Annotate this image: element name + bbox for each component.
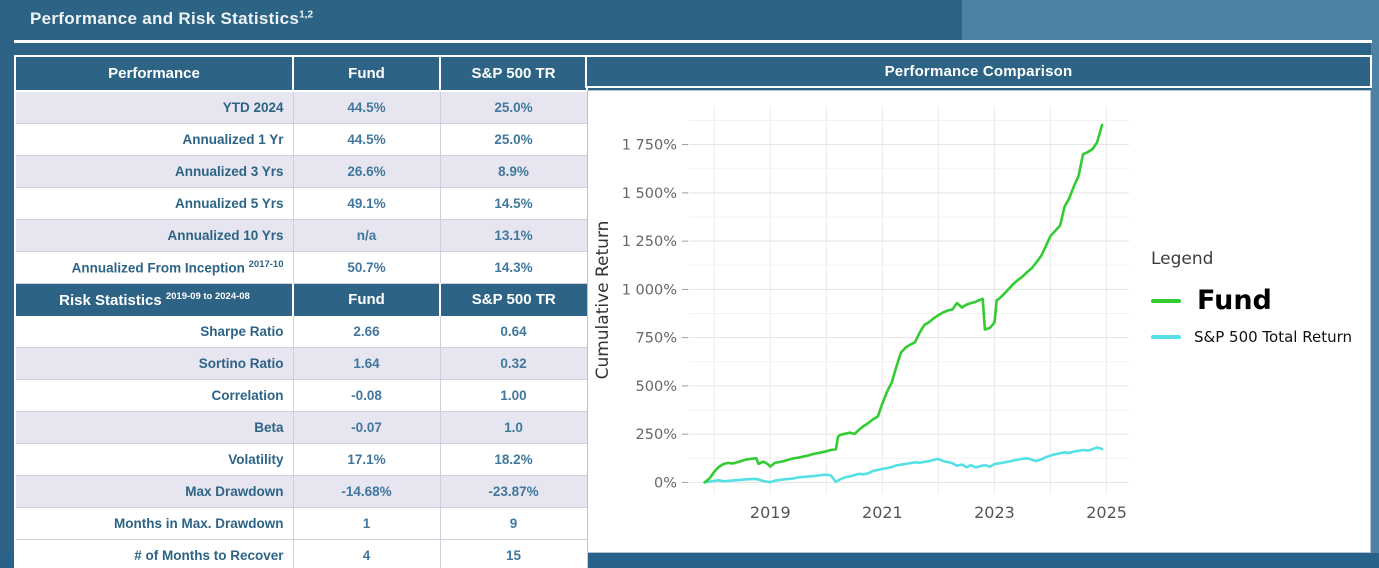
- top-right-accent: [962, 0, 1379, 42]
- fund-value: -0.08: [292, 379, 441, 412]
- sp-value: 14.3%: [439, 251, 588, 284]
- row-label: Sortino Ratio: [198, 356, 284, 371]
- fund-value: 44.5%: [292, 90, 441, 124]
- page-title-text: Performance and Risk Statistics: [30, 9, 300, 28]
- sp-value: 0.64: [439, 315, 588, 348]
- sp-value: 14.5%: [439, 187, 588, 220]
- fund-value: 1: [292, 507, 441, 540]
- stats-table-header-row: Performance Fund S&P 500 TR: [14, 55, 588, 92]
- table-row: Risk Statistics 2019-09 to 2024-08 Fund …: [14, 283, 588, 316]
- sp-value: 8.9%: [439, 155, 588, 188]
- chart-legend: Legend Fund S&P 500 Total Return: [1151, 249, 1369, 358]
- svg-text:500%: 500%: [636, 379, 677, 395]
- table-row: Annualized 1 Yr 44.5% 25.0%: [14, 123, 588, 156]
- sp-value: 25.0%: [439, 123, 588, 156]
- table-row: Annualized From Inception 2017-10 50.7% …: [14, 251, 588, 284]
- sp-value: 18.2%: [439, 443, 588, 476]
- performance-chart: 0% 250% 500% 750% 1 000% 1 250% 1 500% 1 750% 20…: [593, 106, 1129, 522]
- svg-text:250%: 250%: [636, 427, 677, 443]
- row-label: Annualized 10 Yrs: [167, 228, 284, 243]
- row-label: # of Months to Recover: [134, 548, 284, 563]
- row-label: Annualized From Inception: [71, 260, 245, 276]
- row-label: Max Drawdown: [185, 484, 284, 499]
- row-label: Correlation: [211, 388, 284, 403]
- chart-title: Performance Comparison: [585, 55, 1372, 88]
- chart-panel: 0% 250% 500% 750% 1 000% 1 250% 1 500% 1 750% 20…: [587, 90, 1371, 553]
- svg-text:1 000%: 1 000%: [622, 282, 677, 298]
- legend-item-sp500: S&P 500 Total Return: [1151, 328, 1369, 346]
- legend-label-sp500: S&P 500 Total Return: [1194, 328, 1353, 346]
- sp-value: 9: [439, 507, 588, 540]
- sp-value: 1.00: [439, 379, 588, 412]
- row-label: Beta: [254, 420, 284, 435]
- table-row: Annualized 10 Yrs n/a 13.1%: [14, 219, 588, 252]
- column-header-fund: Fund: [292, 55, 441, 92]
- table-row: Annualized 5 Yrs 49.1% 14.5%: [14, 187, 588, 220]
- svg-text:Cumulative Return: Cumulative Return: [593, 221, 613, 380]
- right-edge-accent: [1371, 0, 1379, 553]
- stats-table-body: YTD 2024 44.5% 25.0% Annualized 1 Yr 44.…: [14, 90, 588, 568]
- table-row: Volatility 17.1% 18.2%: [14, 443, 588, 476]
- table-row: YTD 2024 44.5% 25.0%: [14, 90, 588, 124]
- table-row: Max Drawdown -14.68% -23.87%: [14, 475, 588, 508]
- fund-value: 17.1%: [292, 443, 441, 476]
- sp500-line-swatch-icon: [1151, 335, 1181, 339]
- row-label-sup: 2019-09 to 2024-08: [165, 290, 250, 302]
- sp-value: 0.32: [439, 347, 588, 380]
- legend-title: Legend: [1151, 249, 1214, 269]
- svg-text:2019: 2019: [750, 503, 791, 522]
- page-title: Performance and Risk Statistics1,2: [30, 9, 313, 29]
- fund-value: -14.68%: [292, 475, 441, 508]
- svg-text:2021: 2021: [862, 503, 903, 522]
- row-label: Volatility: [228, 452, 284, 467]
- table-row: Sharpe Ratio 2.66 0.64: [14, 315, 588, 348]
- row-label: Months in Max. Drawdown: [113, 516, 284, 531]
- stats-table: Performance Fund S&P 500 TR YTD 2024 44.…: [14, 55, 588, 568]
- sp-value: S&P 500 TR: [439, 283, 588, 316]
- svg-text:2023: 2023: [974, 503, 1015, 522]
- fund-line-swatch-icon: [1151, 298, 1181, 303]
- sp-value: 25.0%: [439, 90, 588, 124]
- row-label: Sharpe Ratio: [200, 324, 284, 339]
- sp-value: 15: [439, 539, 588, 568]
- page-title-footnote-marker: 1,2: [299, 9, 314, 21]
- row-label: Annualized 3 Yrs: [174, 164, 284, 179]
- svg-text:1 750%: 1 750%: [622, 138, 677, 154]
- table-row: # of Months to Recover 4 15: [14, 539, 588, 568]
- sp-value: 13.1%: [439, 219, 588, 252]
- svg-text:1 250%: 1 250%: [622, 234, 677, 250]
- row-label: Annualized 5 Yrs: [174, 196, 284, 211]
- legend-label-fund: Fund: [1197, 285, 1272, 316]
- table-row: Beta -0.07 1.0: [14, 411, 588, 444]
- table-row: Months in Max. Drawdown 1 9: [14, 507, 588, 540]
- fund-value: 50.7%: [292, 251, 441, 284]
- fund-value: 49.1%: [292, 187, 441, 220]
- fund-value: 2.66: [292, 315, 441, 348]
- table-row: Correlation -0.08 1.00: [14, 379, 588, 412]
- svg-text:750%: 750%: [636, 331, 677, 347]
- fund-value: 1.64: [292, 347, 441, 380]
- svg-text:2025: 2025: [1086, 503, 1127, 522]
- sp-value: 1.0: [439, 411, 588, 444]
- title-divider: [14, 40, 1372, 43]
- row-label: Risk Statistics: [59, 291, 162, 309]
- legend-item-fund: Fund: [1151, 285, 1369, 316]
- row-label-sup: 2017-10: [248, 259, 284, 271]
- column-header-performance: Performance: [14, 55, 294, 92]
- svg-text:1 500%: 1 500%: [622, 186, 677, 202]
- table-row: Sortino Ratio 1.64 0.32: [14, 347, 588, 380]
- fund-value: n/a: [292, 219, 441, 252]
- fund-value: Fund: [292, 283, 441, 316]
- table-row: Annualized 3 Yrs 26.6% 8.9%: [14, 155, 588, 188]
- fund-value: -0.07: [292, 411, 441, 444]
- fund-value: 4: [292, 539, 441, 568]
- fund-value: 44.5%: [292, 123, 441, 156]
- row-label: YTD 2024: [222, 100, 284, 115]
- fund-value: 26.6%: [292, 155, 441, 188]
- column-header-sp500tr: S&P 500 TR: [439, 55, 588, 92]
- sp-value: -23.87%: [439, 475, 588, 508]
- svg-text:0%: 0%: [654, 475, 677, 491]
- row-label: Annualized 1 Yr: [182, 132, 284, 147]
